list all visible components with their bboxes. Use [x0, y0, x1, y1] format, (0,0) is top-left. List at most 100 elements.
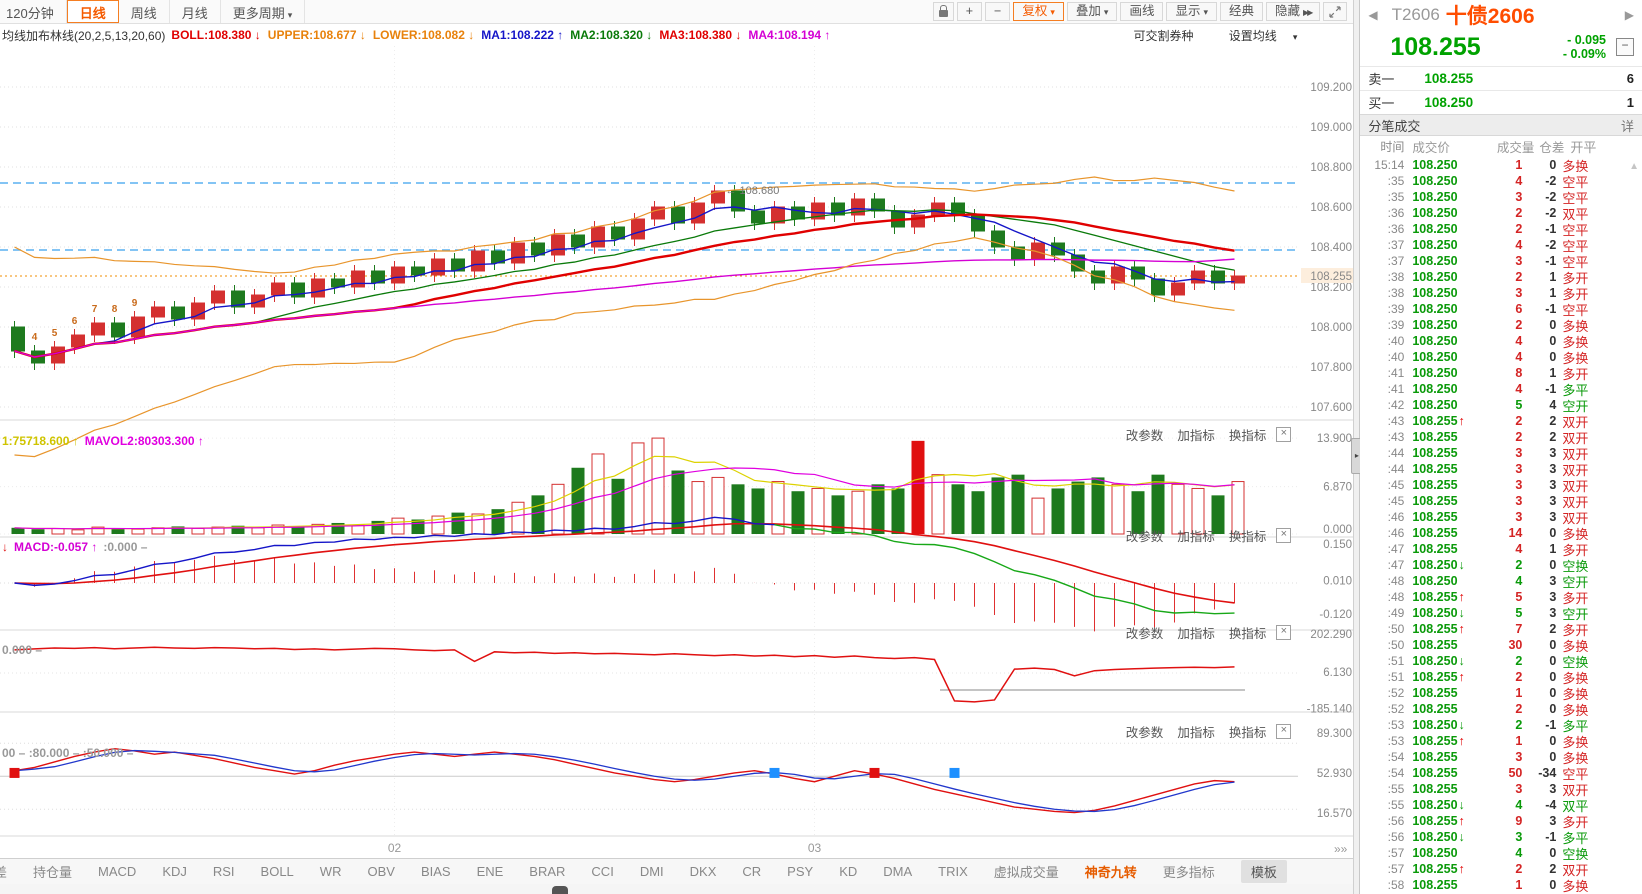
tick-row[interactable]: :46 108.255 3 3 双开: [1360, 509, 1642, 526]
tick-row[interactable]: :35 108.250 3 -2 空平: [1360, 189, 1642, 206]
close-panel-icon[interactable]: [1276, 528, 1292, 543]
expand-icon[interactable]: [1323, 2, 1348, 21]
tick-row[interactable]: :55 108.250↓ 4 -4 双平: [1360, 797, 1642, 814]
tick-row[interactable]: :39 108.250 2 0 多换: [1360, 317, 1642, 334]
panel-link-加指标[interactable]: 加指标: [1177, 530, 1215, 544]
tab-模板[interactable]: 模板: [1240, 860, 1287, 883]
tick-row[interactable]: :52 108.255 2 0 多换: [1360, 701, 1642, 718]
toolbar-button-经典[interactable]: 经典: [1220, 2, 1264, 21]
tick-row[interactable]: :50 108.255 30 0 多换: [1360, 637, 1642, 654]
period-tab-更多周期[interactable]: 更多周期: [221, 0, 306, 23]
tick-row[interactable]: :56 108.255↑ 9 3 多开: [1360, 813, 1642, 830]
magnifier-icon[interactable]: [552, 886, 568, 894]
chart-canvas[interactable]: 02 03 »» 109.200 109.000 108.800 108.600 108.40…: [0, 46, 1354, 858]
tick-row[interactable]: :47 108.250↓ 2 0 空换: [1360, 557, 1642, 574]
toolbar-button-画线[interactable]: 画线: [1120, 2, 1164, 21]
toolbar-button-显示[interactable]: 显示: [1166, 2, 1217, 21]
tick-row[interactable]: :53 108.255↑ 1 0 多换: [1360, 733, 1642, 750]
prev-contract-arrow[interactable]: ◀: [1368, 8, 1378, 22]
tick-row[interactable]: :38 108.250 2 1 多开: [1360, 269, 1642, 286]
tick-row[interactable]: :51 108.250↓ 2 0 空换: [1360, 653, 1642, 670]
toolbar-button-复权[interactable]: 复权: [1013, 2, 1064, 21]
tick-row[interactable]: :54 108.255 3 0 多换: [1360, 749, 1642, 766]
tab-神奇九转[interactable]: 神奇九转: [1084, 865, 1137, 880]
detail-link[interactable]: 详: [1620, 118, 1634, 134]
tick-row[interactable]: :58 108.255 1 0 多换: [1360, 877, 1642, 894]
tab-CR[interactable]: CR: [742, 864, 762, 879]
toolbar-button-叠加[interactable]: 叠加: [1066, 2, 1118, 21]
tab-虚拟成交量[interactable]: 虚拟成交量: [993, 865, 1059, 880]
tick-row[interactable]: :44 108.255 3 3 双开: [1360, 445, 1642, 462]
lock-icon[interactable]: [932, 2, 954, 21]
tick-row[interactable]: :37 108.250 4 -2 空平: [1360, 237, 1642, 254]
tab-DMA[interactable]: DMA: [883, 864, 913, 879]
tick-row[interactable]: :52 108.255 1 0 多换: [1360, 685, 1642, 702]
tick-row[interactable]: :40 108.250 4 0 多换: [1360, 333, 1642, 350]
panel-splitter[interactable]: ▸: [1351, 0, 1363, 894]
tick-row[interactable]: :36 108.250 2 -1 空平: [1360, 221, 1642, 238]
panel-link-换指标[interactable]: 换指标: [1228, 627, 1267, 641]
tick-row[interactable]: :41 108.250 8 1 多开: [1360, 365, 1642, 382]
tab-BRAR[interactable]: BRAR: [529, 864, 566, 879]
scroll-up-icon[interactable]: ▲: [1629, 161, 1639, 172]
panel-link-换指标[interactable]: 换指标: [1228, 726, 1267, 740]
tab-OBV[interactable]: OBV: [367, 864, 395, 879]
tick-row[interactable]: :57 108.250 4 0 空换: [1360, 845, 1642, 862]
close-panel-icon[interactable]: [1276, 625, 1292, 640]
tick-row[interactable]: :43 108.255↑ 2 2 双开: [1360, 413, 1642, 430]
tick-row[interactable]: :44 108.255 3 3 双开: [1360, 461, 1642, 478]
panel-link-加指标[interactable]: 加指标: [1177, 627, 1215, 641]
tick-row[interactable]: :50 108.255↑ 7 2 多开: [1360, 621, 1642, 638]
tick-row[interactable]: 15:14 108.250 1 0 多换: [1360, 157, 1642, 174]
minimize-button[interactable]: −: [1616, 38, 1634, 56]
ask-row[interactable]: 卖一 108.255 6: [1360, 66, 1642, 90]
tab-RSI[interactable]: RSI: [212, 864, 235, 879]
tick-row[interactable]: :42 108.250 5 4 空开: [1360, 397, 1642, 414]
tab-BIAS[interactable]: BIAS: [420, 864, 451, 879]
zoom-out-button[interactable]: −: [985, 2, 1011, 21]
tab-TRIX[interactable]: TRIX: [938, 864, 968, 879]
tick-row[interactable]: :55 108.255 3 3 双开: [1360, 781, 1642, 798]
period-tab-月线[interactable]: 月线: [170, 0, 221, 23]
tab-KD[interactable]: KD: [839, 864, 858, 879]
tab-差[interactable]: 差: [0, 862, 7, 881]
tick-list[interactable]: 15:14 108.250 1 0 多换:35 108.250 4 -2 空平:35 108.25…: [1360, 157, 1642, 894]
next-contract-arrow[interactable]: ▶: [1624, 8, 1634, 22]
deliverable-bonds-link[interactable]: 可交割券种: [1133, 28, 1194, 43]
tab-PSY[interactable]: PSY: [787, 864, 814, 879]
bid-row[interactable]: 买一 108.250 1: [1360, 90, 1642, 114]
tick-row[interactable]: :36 108.250 2 -2 双平: [1360, 205, 1642, 222]
panel-link-换指标[interactable]: 换指标: [1228, 530, 1267, 544]
tick-row[interactable]: :49 108.250↓ 5 3 空开: [1360, 605, 1642, 622]
tick-row[interactable]: :43 108.255 2 2 双开: [1360, 429, 1642, 446]
zoom-in-button[interactable]: +: [956, 2, 983, 21]
tab-CCI[interactable]: CCI: [591, 864, 614, 879]
panel-link-加指标[interactable]: 加指标: [1177, 726, 1215, 740]
tick-row[interactable]: :38 108.250 3 1 多开: [1360, 285, 1642, 302]
tick-row[interactable]: :57 108.255↑ 2 2 双开: [1360, 861, 1642, 878]
panel-link-改参数[interactable]: 改参数: [1125, 429, 1164, 443]
tab-KDJ[interactable]: KDJ: [162, 864, 187, 879]
panel-link-换指标[interactable]: 换指标: [1228, 429, 1267, 443]
tab-MACD[interactable]: MACD: [98, 864, 137, 879]
panel-link-改参数[interactable]: 改参数: [1125, 726, 1164, 740]
period-tab-120分钟[interactable]: 120分钟: [0, 0, 67, 23]
panel-link-改参数[interactable]: 改参数: [1125, 627, 1164, 641]
tick-row[interactable]: :54 108.255 50 -34 空平: [1360, 765, 1642, 782]
period-tab-周线[interactable]: 周线: [119, 0, 170, 23]
tick-row[interactable]: :45 108.255 3 3 双开: [1360, 477, 1642, 494]
tick-row[interactable]: :56 108.250↓ 3 -1 多平: [1360, 829, 1642, 846]
tick-row[interactable]: :47 108.255 4 1 多开: [1360, 541, 1642, 558]
period-tab-日线[interactable]: 日线: [66, 0, 119, 23]
tick-row[interactable]: :53 108.250↓ 2 -1 多平: [1360, 717, 1642, 734]
tab-持仓量[interactable]: 持仓量: [33, 865, 73, 880]
tick-row[interactable]: :48 108.250 4 3 空开: [1360, 573, 1642, 590]
tick-row[interactable]: :48 108.255↑ 5 3 多开: [1360, 589, 1642, 606]
tick-row[interactable]: :41 108.250 4 -1 多平: [1360, 381, 1642, 398]
tick-row[interactable]: :51 108.255↑ 2 0 多换: [1360, 669, 1642, 686]
tick-row[interactable]: :45 108.255 3 3 双开: [1360, 493, 1642, 510]
panel-link-改参数[interactable]: 改参数: [1125, 530, 1164, 544]
tab-DKX[interactable]: DKX: [689, 864, 717, 879]
tick-row[interactable]: :40 108.250 4 0 多换: [1360, 349, 1642, 366]
tab-ENE[interactable]: ENE: [476, 864, 504, 879]
